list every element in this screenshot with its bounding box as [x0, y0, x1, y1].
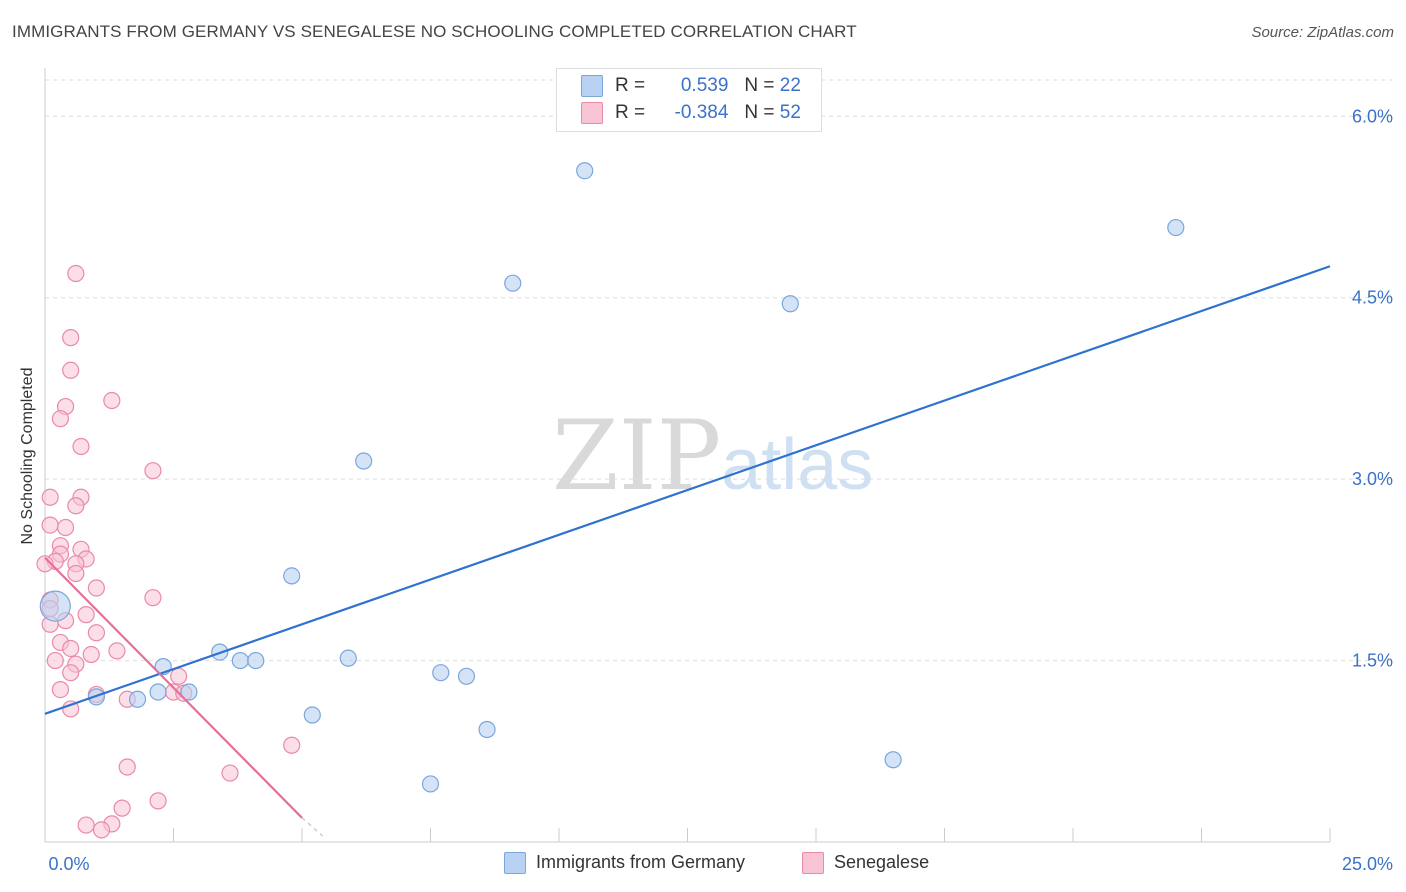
senegalese-point: [36, 555, 54, 573]
legend-swatch-germany: [581, 75, 603, 97]
legend-n-label: N =: [744, 102, 775, 124]
senegalese-point: [72, 437, 90, 456]
watermark-zip: ZIP: [552, 400, 722, 512]
watermark: ZIPatlas: [552, 400, 873, 512]
senegalese-trend-line: [44, 556, 303, 819]
germany-point: [283, 567, 301, 585]
senegalese-point: [51, 680, 70, 699]
grid-lines: [45, 79, 1392, 662]
senegalese-point: [77, 606, 95, 624]
senegalese-point: [62, 329, 80, 347]
germany-points: [39, 162, 1185, 793]
germany-point: [355, 452, 373, 470]
senegalese-point: [62, 664, 80, 682]
legend-r-label: R =: [615, 75, 646, 97]
legend-swatch-senegalese: [581, 102, 603, 124]
watermark-atlas: atlas: [721, 425, 874, 505]
senegalese-points: [36, 264, 301, 839]
senegalese-point: [144, 589, 162, 607]
germany-point: [432, 664, 450, 682]
senegalese-point: [92, 821, 111, 839]
legend-r-label: R =: [615, 102, 646, 124]
y-tick-label: 4.5%: [1352, 288, 1393, 308]
bottom-legend-germany: Immigrants from Germany: [504, 852, 746, 875]
germany-point: [576, 162, 594, 180]
senegalese-point: [103, 391, 121, 410]
senegalese-point: [62, 700, 80, 718]
germany-point: [303, 706, 321, 724]
legend-n-label: N =: [744, 75, 775, 97]
legend-row-senegalese: R = -0.384 N = 52: [581, 102, 801, 126]
y-tick-label: 6.0%: [1352, 106, 1393, 126]
x-tick-label-max: 25.0%: [1342, 854, 1393, 874]
senegalese-point: [221, 764, 239, 782]
legend-r-value-senegalese: -0.384: [674, 102, 729, 124]
tick-labels: 1.5% 3.0% 4.5% 6.0% 0.0% 25.0%: [48, 106, 1393, 874]
germany-point: [457, 667, 476, 685]
senegalese-point: [118, 758, 136, 776]
senegalese-point: [62, 361, 80, 379]
senegalese-point: [144, 462, 162, 480]
germany-point: [39, 590, 71, 622]
bottom-legend-senegalese: Senegalese: [802, 852, 930, 875]
senegalese-point: [62, 639, 80, 658]
germany-point: [504, 274, 522, 292]
germany-point: [421, 775, 440, 793]
germany-point: [231, 651, 249, 670]
senegalese-point: [51, 410, 70, 428]
germany-point: [128, 690, 147, 708]
senegalese-point: [87, 624, 106, 642]
y-tick-label: 3.0%: [1352, 469, 1393, 489]
senegalese-point: [82, 645, 100, 664]
germany-point: [180, 683, 198, 701]
x-tick-label-min: 0.0%: [48, 854, 89, 874]
germany-point: [1167, 218, 1185, 237]
senegalese-point: [170, 667, 188, 685]
germany-point: [884, 751, 902, 769]
legend-n-value-senegalese: 52: [779, 102, 801, 124]
senegalese-point: [113, 799, 131, 817]
y-tick-label: 1.5%: [1352, 651, 1393, 671]
legend-r-value-germany: 0.539: [680, 75, 729, 97]
bottom-legend-swatch-germany: [504, 852, 526, 875]
senegalese-point: [41, 488, 59, 506]
germany-point: [149, 683, 167, 701]
senegalese-point: [77, 816, 95, 834]
senegalese-point: [149, 792, 167, 810]
germany-point: [478, 720, 496, 739]
correlation-legend: R = 0.539 N = 22 R = -0.384 N = 52: [556, 68, 822, 132]
trend-lines: [44, 265, 1331, 837]
germany-trend-line: [44, 265, 1331, 715]
germany-point: [247, 651, 265, 670]
source-label: Source: ZipAtlas.com: [1251, 24, 1394, 41]
bottom-legend-label-germany: Immigrants from Germany: [536, 852, 746, 872]
senegalese-point: [67, 264, 85, 283]
senegalese-point: [56, 518, 75, 537]
bottom-legend-label-senegalese: Senegalese: [834, 852, 930, 872]
senegalese-point: [46, 651, 64, 670]
senegalese-point: [283, 736, 301, 754]
legend-row-germany: R = 0.539 N = 22: [581, 75, 801, 99]
senegalese-point: [108, 642, 126, 660]
bottom-legend-swatch-senegalese: [802, 852, 824, 875]
chart-title: IMMIGRANTS FROM GERMANY VS SENEGALESE NO…: [12, 22, 857, 41]
senegalese-point: [67, 564, 85, 583]
axes: [44, 68, 1331, 843]
senegalese-point: [87, 579, 106, 597]
senegalese-trend-extension: [301, 817, 324, 837]
germany-point: [339, 649, 357, 667]
senegalese-point: [41, 516, 59, 534]
legend-n-value-germany: 22: [779, 75, 801, 97]
senegalese-point: [67, 497, 85, 515]
germany-point: [781, 295, 799, 313]
